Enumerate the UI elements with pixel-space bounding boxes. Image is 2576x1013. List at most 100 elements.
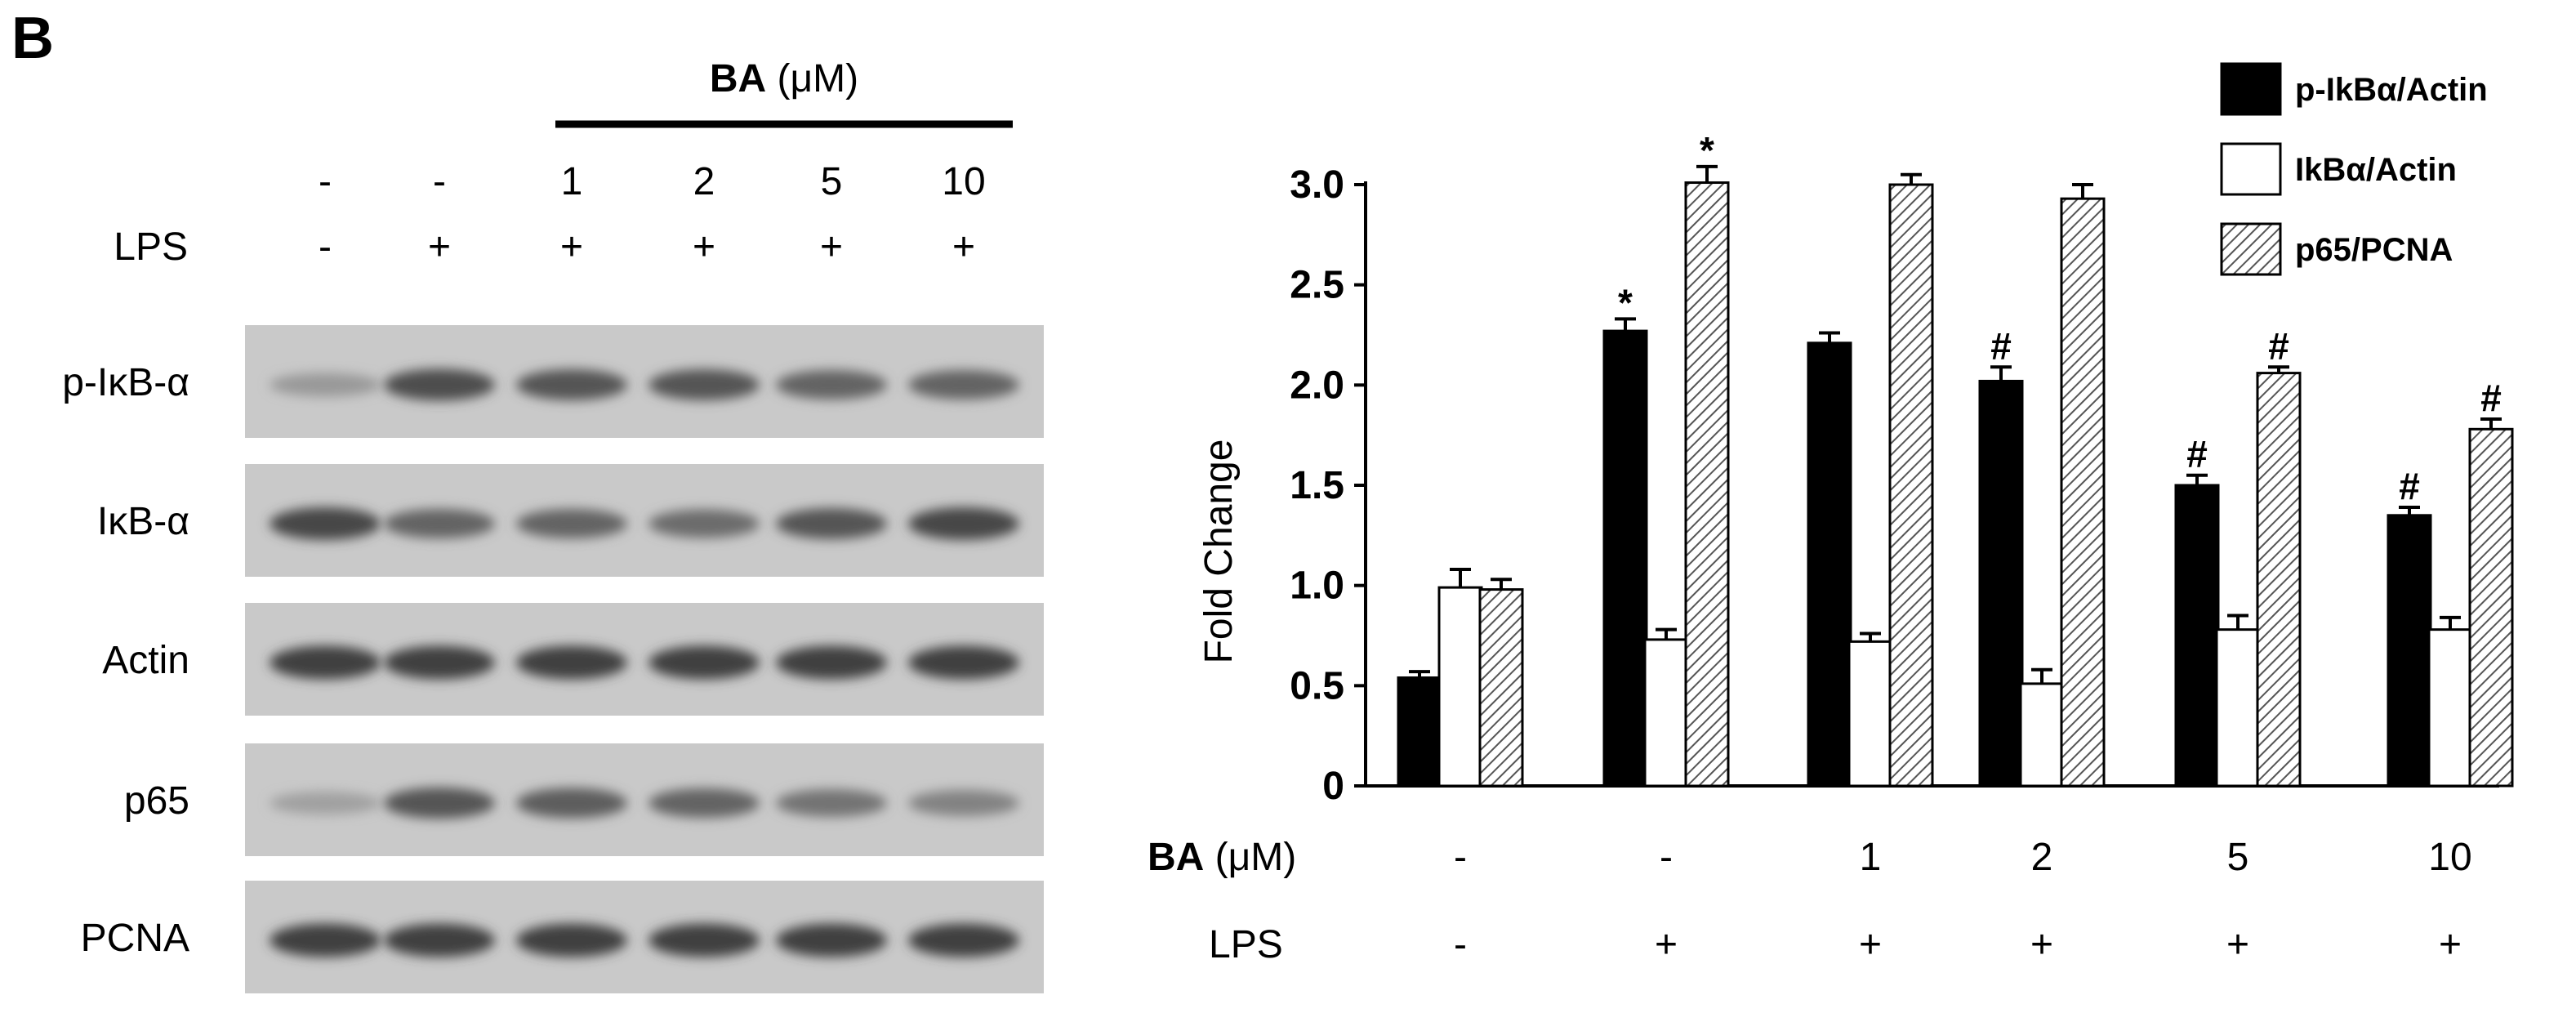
blot-band: [516, 923, 627, 957]
significance-mark: #: [2186, 433, 2208, 475]
bar: [1397, 676, 1442, 788]
blot-row-label: IκB-α: [97, 500, 189, 543]
blot-band: [908, 370, 1019, 399]
x-ba-value: 10: [2428, 836, 2471, 879]
blot-band: [516, 645, 627, 680]
y-axis: 0 0.5 1.0 1.5 2.0 2.5 3.0: [1290, 163, 2499, 808]
blot-band: [516, 788, 627, 819]
blot-lps-value: +: [693, 225, 715, 269]
x-lps-value: +: [2226, 923, 2249, 966]
blot-band: [384, 923, 495, 957]
bar: [1847, 640, 1893, 788]
x-ba-value: -: [1660, 836, 1673, 879]
bar: [1978, 379, 2024, 788]
bar: [2215, 628, 2261, 788]
legend-label: IkBα/Actin: [2295, 152, 2457, 188]
blot-row: PCNA: [81, 881, 1044, 993]
significance-mark: #: [2268, 324, 2289, 367]
legend-label: p65/PCNA: [2295, 232, 2453, 268]
x-ba-value: 5: [2227, 836, 2249, 879]
legend-swatch: [2220, 62, 2282, 116]
blot-band: [270, 507, 381, 540]
significance-mark: #: [2480, 377, 2502, 419]
blot-band: [516, 369, 627, 400]
blot-band: [648, 788, 760, 818]
x-axis-conditions: BA (μM) LPS - - 1 2 5 10 - + + + + +: [1148, 836, 2472, 966]
bar: [1684, 181, 1730, 788]
blot-band: [384, 509, 495, 538]
significance-mark: #: [2399, 465, 2420, 507]
bar: [2174, 484, 2220, 788]
x-lps-value: +: [1859, 923, 1882, 966]
blot-lps-value: -: [319, 225, 332, 269]
significance-mark: *: [1700, 129, 1714, 172]
y-tick-label: 1.5: [1290, 464, 1344, 507]
blot-lps-label: LPS: [114, 225, 188, 269]
blot-band: [270, 792, 381, 814]
blot-band: [648, 645, 760, 680]
blot-band: [648, 923, 760, 957]
blot-band: [384, 645, 495, 680]
bar: [1888, 183, 1934, 788]
blot-row: IκB-α: [97, 464, 1044, 577]
legend-swatch: [2220, 222, 2282, 276]
blot-row-label: p65: [124, 779, 189, 823]
legend-item: IkBα/Actin: [2220, 142, 2457, 196]
blot-row-label: p-IκB-α: [62, 361, 189, 404]
y-tick-label: 1.0: [1290, 565, 1344, 608]
blot-band: [384, 368, 495, 401]
legend-swatch: [2220, 142, 2282, 196]
legend-item: p65/PCNA: [2220, 222, 2453, 276]
x-lps-value: +: [2030, 923, 2053, 966]
blot-band: [516, 509, 627, 538]
bar: [2427, 628, 2473, 788]
blot-ba-value: 1: [561, 160, 583, 203]
y-tick-label: 0: [1322, 765, 1344, 808]
significance-mark: *: [1618, 281, 1633, 324]
bar: [2387, 514, 2432, 788]
blot-row: p65: [124, 743, 1044, 856]
blot-ba-value: 2: [693, 160, 715, 203]
blot-lps-value: +: [560, 225, 583, 269]
blot-ba-value: -: [433, 160, 446, 203]
x-ba-value: 1: [1860, 836, 1882, 879]
blot-band: [776, 370, 887, 399]
bar-series: [1397, 164, 2514, 788]
blot-band: [648, 509, 760, 538]
blot-band: [776, 789, 887, 817]
blot-band: [270, 923, 381, 957]
chart-ba-label: BA (μM): [1148, 836, 1296, 879]
y-axis-label: Fold Change: [1197, 440, 1241, 664]
blot-band: [270, 373, 381, 397]
bar: [1602, 329, 1648, 788]
blot-lps-value: +: [820, 225, 843, 269]
bar: [1437, 586, 1483, 788]
bar: [1807, 341, 1852, 788]
legend-label: p-IkBα/Actin: [2295, 72, 2488, 108]
bar: [2468, 427, 2514, 788]
blot-row: Actin: [102, 603, 1044, 716]
blot-row-label: Actin: [102, 639, 189, 682]
blot-lps-value: +: [428, 225, 451, 269]
blot-ba-value: 5: [821, 160, 843, 203]
legend-item: p-IkBα/Actin: [2220, 62, 2488, 116]
blot-band: [776, 508, 887, 539]
blot-band: [270, 645, 381, 680]
blot-band: [776, 645, 887, 680]
bar: [1478, 588, 1524, 788]
bar: [2060, 197, 2106, 788]
bar: [1643, 638, 1689, 788]
x-lps-value: +: [1655, 923, 1678, 966]
blot-ba-value: 10: [942, 160, 985, 203]
blot-row: p-IκB-α: [62, 325, 1044, 438]
significance-marks: * # # # * # #: [1618, 129, 2502, 507]
bar: [2019, 682, 2065, 788]
x-lps-value: +: [2439, 923, 2462, 966]
blot-band: [908, 790, 1019, 816]
blot-band: [908, 923, 1019, 957]
blot-band: [908, 507, 1019, 540]
western-blot-panel: BA (μM) - - 1 2 5 10 LPS - + + + + + p-IκB-α IκB-α A…: [62, 57, 1044, 993]
blot-band: [648, 369, 760, 400]
panel-letter: B: [11, 6, 54, 71]
